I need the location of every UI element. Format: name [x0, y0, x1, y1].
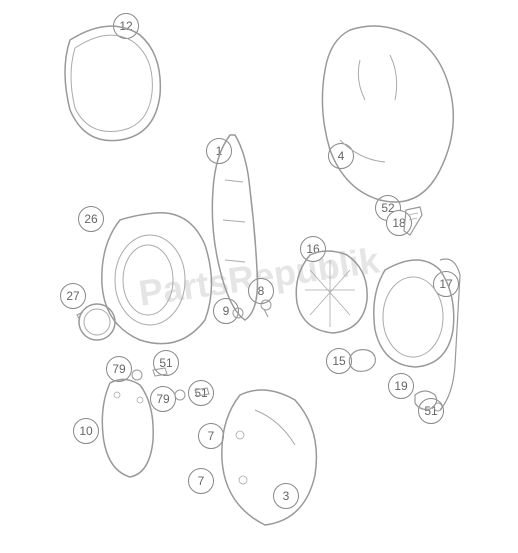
parts-diagram-container: PartsRepublik [0, 0, 518, 553]
callout-label: 10 [79, 424, 92, 438]
callout-label: 7 [198, 474, 205, 488]
part-8-9-fasteners [228, 295, 278, 325]
fastener-cluster [125, 360, 215, 415]
part-16-outline [285, 245, 375, 340]
part-15-outline [345, 345, 380, 375]
part-27-outline [75, 300, 120, 345]
part-19-outline [410, 385, 445, 415]
part-12-outline [55, 20, 170, 150]
callout-label: 79 [112, 362, 125, 376]
part-4-outline [300, 20, 470, 220]
callout-label: 15 [332, 354, 345, 368]
part-18-outline [398, 205, 428, 240]
part-3-outline [210, 385, 330, 535]
